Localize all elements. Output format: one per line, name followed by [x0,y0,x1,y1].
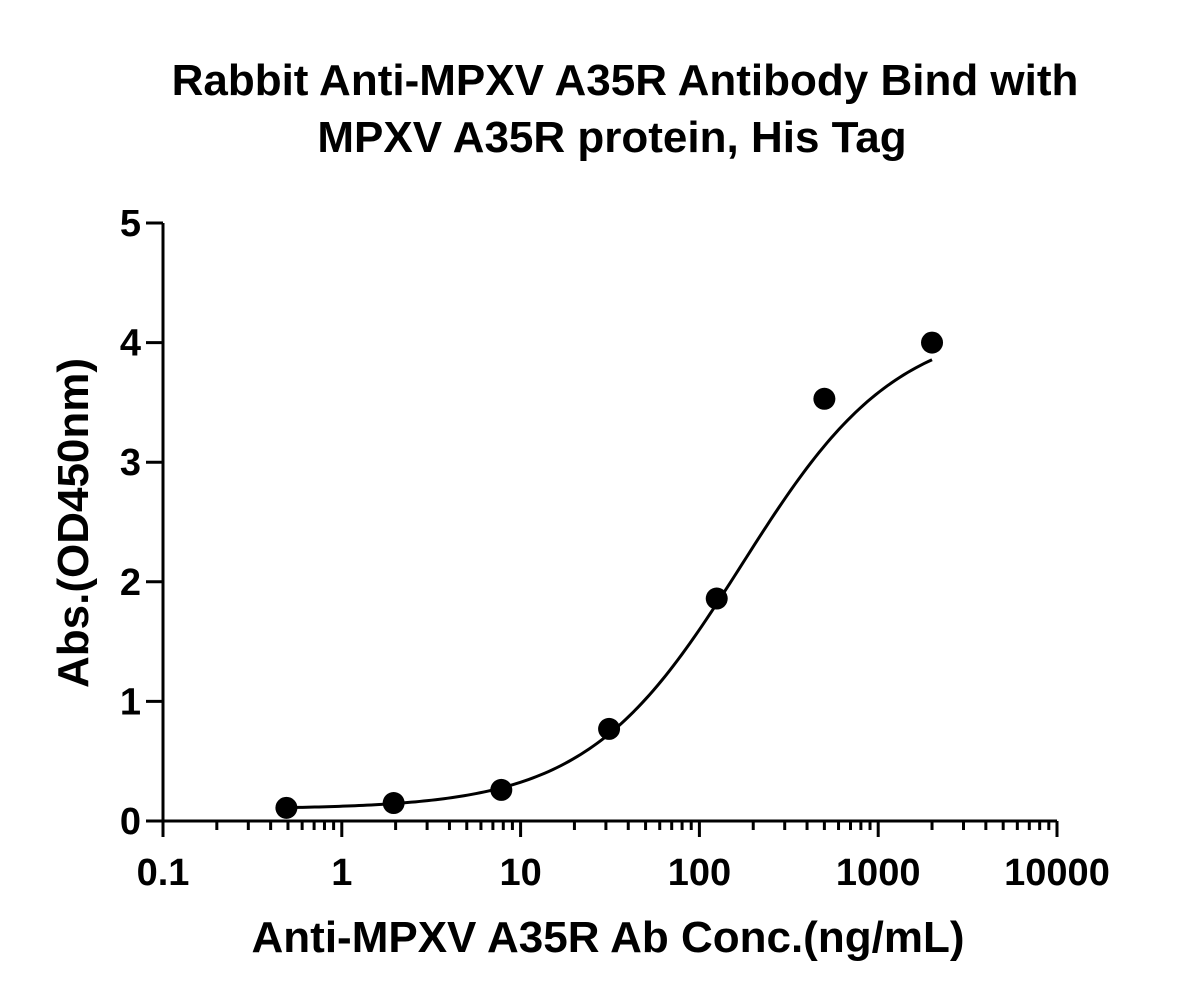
fit-curve [286,358,933,810]
data-point [490,778,513,801]
data-point [813,387,836,410]
data-point [705,587,728,610]
y-tick-label: 1 [120,681,141,723]
y-tick-label: 0 [120,801,141,843]
y-axis-label: Abs.(OD450nm) [49,358,98,688]
x-tick-label: 1000 [836,852,921,894]
x-tick-label: 10 [499,852,541,894]
chart-title-line-1: Rabbit Anti-MPXV A35R Antibody Bind with [172,56,1079,105]
x-tick-label: 100 [668,852,731,894]
data-point [275,796,298,819]
x-axis-label: Anti-MPXV A35R Ab Conc.(ng/mL) [252,913,965,962]
y-tick-label: 5 [120,203,141,245]
data-point [382,792,405,815]
x-tick-label: 0.1 [137,852,190,894]
x-tick-label: 1 [331,852,352,894]
data-point [921,331,944,354]
y-tick-label: 3 [120,442,141,484]
y-tick-label: 4 [120,323,141,365]
data-points-layer [275,331,944,819]
axes: 0 1 2 3 4 5 0.1 1 10 100 1000 10000 [120,203,1110,894]
chart-title-line-2: MPXV A35R protein, His Tag [317,113,906,162]
x-tick-label: 10000 [1004,852,1110,894]
data-point [598,717,621,740]
y-tick-label: 2 [120,562,141,604]
fit-curve-layer [286,358,933,810]
